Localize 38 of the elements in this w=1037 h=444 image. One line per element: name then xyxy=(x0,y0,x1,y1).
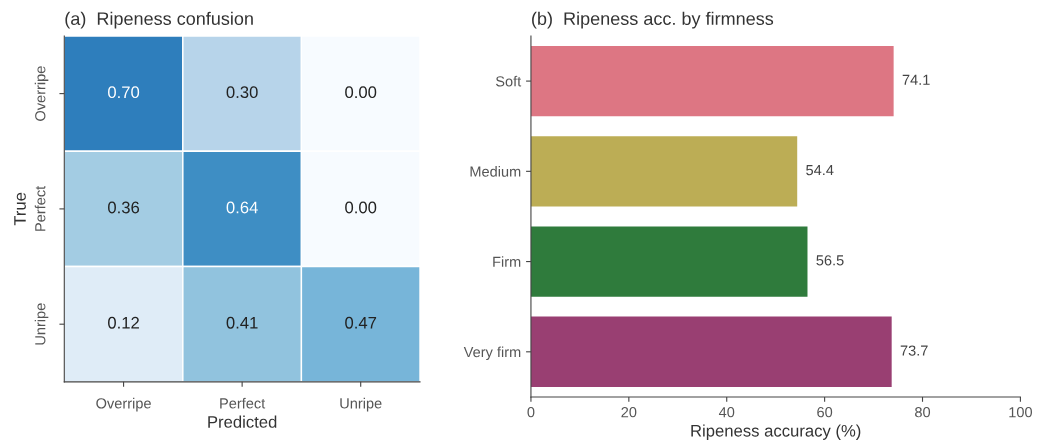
data-label: 73.7 xyxy=(900,345,928,356)
x-tick-label: 0 xyxy=(527,407,535,418)
data-label: 74.1 xyxy=(902,74,930,85)
x-tick-label: 80 xyxy=(915,407,931,418)
bar xyxy=(530,136,798,207)
data-label: 0.64 xyxy=(226,201,258,214)
bar xyxy=(530,226,808,297)
x-tick-label: 20 xyxy=(621,407,637,418)
x-tick-label: 40 xyxy=(718,407,735,418)
data-label: 0.00 xyxy=(345,86,377,99)
x-axis-title: Ripeness accuracy (%) xyxy=(691,424,861,440)
data-label: 0.41 xyxy=(226,316,258,329)
bar xyxy=(530,45,894,117)
data-label: 54.4 xyxy=(806,165,834,176)
x-tick-label: 100 xyxy=(1009,407,1032,418)
chart-title: (a) Ripeness confusion xyxy=(65,11,253,29)
y-tick-label: Very firm xyxy=(463,346,521,361)
x-tick-label: Perfect xyxy=(220,397,266,409)
data-label: 56.5 xyxy=(816,255,844,266)
data-label: 0.47 xyxy=(345,316,377,329)
x-tick-label: Overripe xyxy=(96,397,151,412)
y-tick-label: Medium xyxy=(470,166,521,177)
y-tick-label: Firm xyxy=(493,256,521,267)
x-tick-label: 60 xyxy=(817,407,833,418)
y-tick-label: Unripe xyxy=(34,303,49,345)
data-label: 0.30 xyxy=(226,86,258,99)
data-label: 0.36 xyxy=(108,201,140,214)
x-tick-label: Unripe xyxy=(340,397,382,412)
y-tick-label: Perfect xyxy=(34,185,46,231)
y-tick-label: Soft xyxy=(495,75,522,87)
data-label: 0.00 xyxy=(345,201,377,214)
data-label: 0.12 xyxy=(108,316,139,329)
x-axis-title: Predicted xyxy=(208,415,277,428)
chart-title: (b) Ripeness acc. by firmness xyxy=(532,11,774,29)
data-label: 0.70 xyxy=(108,86,140,99)
y-axis-title: True xyxy=(14,192,26,226)
y-tick-label: Overripe xyxy=(34,66,49,121)
bar xyxy=(530,316,892,388)
